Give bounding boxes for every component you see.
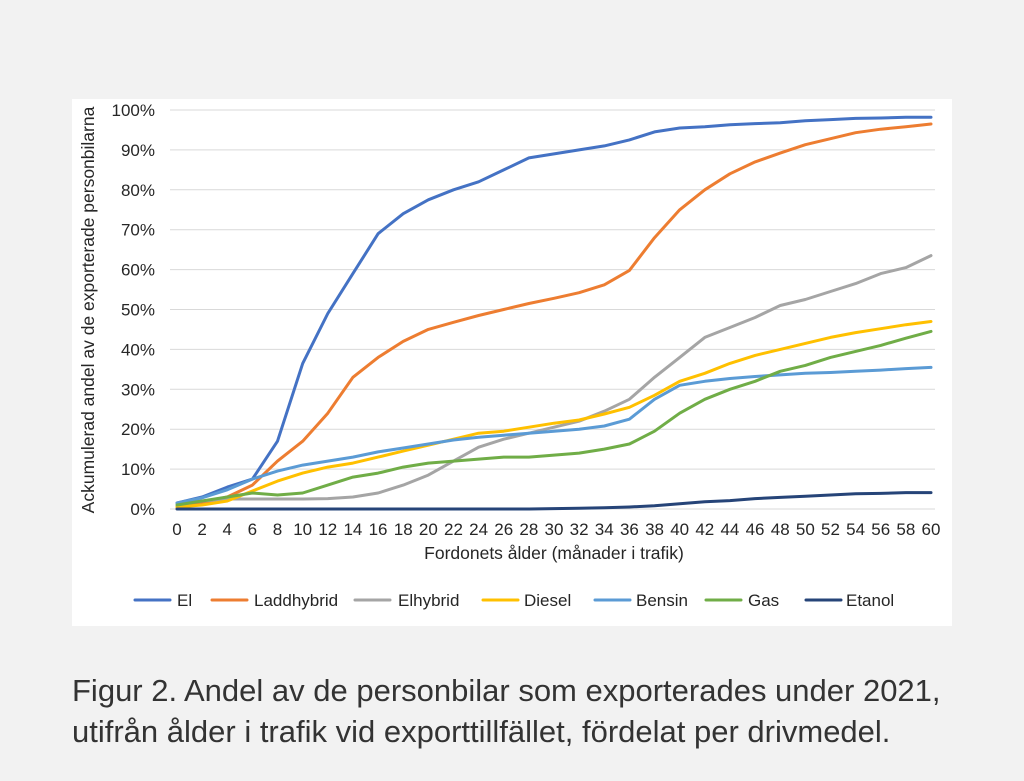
series-line-laddhybrid bbox=[175, 122, 933, 509]
series-line-elhybrid bbox=[175, 254, 933, 505]
x-tick-label: 50 bbox=[796, 520, 815, 539]
x-tick-label: 40 bbox=[670, 520, 689, 539]
x-tick-label: 48 bbox=[771, 520, 790, 539]
x-tick-label: 60 bbox=[922, 520, 941, 539]
legend-item-gas: Gas bbox=[704, 591, 779, 610]
x-tick-label: 46 bbox=[746, 520, 765, 539]
x-tick-label: 32 bbox=[570, 520, 589, 539]
caption-line-2: utifrån ålder i trafik vid exporttillfäl… bbox=[72, 714, 891, 749]
x-tick-label: 56 bbox=[871, 520, 890, 539]
x-tick-label: 4 bbox=[223, 520, 232, 539]
y-tick-label: 30% bbox=[121, 380, 155, 399]
y-tick-label: 100% bbox=[112, 101, 155, 120]
y-tick-label: 80% bbox=[121, 181, 155, 200]
legend-item-etanol: Etanol bbox=[804, 591, 894, 610]
y-tick-label: 50% bbox=[121, 301, 155, 320]
x-tick-label: 28 bbox=[519, 520, 538, 539]
x-tick-label: 52 bbox=[821, 520, 840, 539]
y-tick-label: 40% bbox=[121, 340, 155, 359]
series-line-diesel bbox=[175, 320, 933, 509]
y-tick-label: 10% bbox=[121, 460, 155, 479]
x-axis-tick-labels: 0 2 4 6 8 10 12 14 16 18 20 22 24 26 28 30 32 34 36 38 40 42 4… bbox=[172, 520, 940, 539]
x-tick-label: 10 bbox=[293, 520, 312, 539]
y-axis-title: Ackumulerad andel av de exporterade pers… bbox=[78, 106, 98, 513]
plot-series bbox=[175, 115, 933, 511]
series-line-etanol bbox=[175, 491, 933, 511]
legend-label-el: El bbox=[177, 591, 192, 610]
x-tick-label: 16 bbox=[369, 520, 388, 539]
line-chart: 0%10%20%30%40%50%60%70%80%90%100%0 2 4 6 8 10… bbox=[78, 101, 940, 610]
legend-label-etanol: Etanol bbox=[846, 591, 894, 610]
x-tick-label: 44 bbox=[720, 520, 739, 539]
caption-line-1: Figur 2. Andel av de personbilar som exp… bbox=[72, 673, 941, 708]
x-tick-label: 54 bbox=[846, 520, 865, 539]
figure-caption: Figur 2. Andel av de personbilar som exp… bbox=[72, 670, 1012, 752]
legend-label-diesel: Diesel bbox=[524, 591, 571, 610]
x-tick-label: 22 bbox=[444, 520, 463, 539]
legend-label-bensin: Bensin bbox=[636, 591, 688, 610]
legend-item-laddhybrid: Laddhybrid bbox=[210, 591, 338, 610]
y-tick-label: 0% bbox=[130, 500, 155, 519]
x-tick-label: 38 bbox=[645, 520, 664, 539]
y-tick-label: 70% bbox=[121, 221, 155, 240]
x-tick-label: 30 bbox=[545, 520, 564, 539]
chart-panel: 0% 10% 20% 30% 40% 50% 60% 70% 80% 90% 100% 0 2 4 6 8 10… bbox=[72, 99, 952, 626]
y-tick-label: 60% bbox=[121, 261, 155, 280]
legend-item-diesel: Diesel bbox=[481, 591, 571, 610]
series-line-bensin bbox=[175, 365, 933, 505]
x-tick-label: 20 bbox=[419, 520, 438, 539]
series-line-el bbox=[175, 115, 933, 505]
series-line-gas bbox=[175, 329, 933, 507]
x-tick-label: 18 bbox=[394, 520, 413, 539]
x-tick-label: 58 bbox=[896, 520, 915, 539]
x-tick-label: 26 bbox=[494, 520, 513, 539]
legend-label-elhybrid: Elhybrid bbox=[398, 591, 459, 610]
x-tick-label: 36 bbox=[620, 520, 639, 539]
y-axis-tick-labels: 0% 10% 20% 30% 40% 50% 60% 70% 80% 90% 100% bbox=[112, 101, 155, 519]
x-tick-label: 8 bbox=[273, 520, 282, 539]
x-axis-title: Fordonets ålder (månader i trafik) bbox=[424, 543, 684, 563]
y-axis-title-group: Ackumulerad andel av de exporterade pers… bbox=[78, 106, 98, 513]
x-tick-label: 42 bbox=[695, 520, 714, 539]
x-tick-label: 2 bbox=[197, 520, 206, 539]
x-tick-label: 14 bbox=[343, 520, 362, 539]
x-tick-label: 0 bbox=[172, 520, 181, 539]
legend-item-el: El bbox=[133, 591, 192, 610]
y-tick-label: 90% bbox=[121, 141, 155, 160]
x-tick-label: 12 bbox=[318, 520, 337, 539]
x-tick-label: 6 bbox=[248, 520, 257, 539]
y-tick-label: 20% bbox=[121, 420, 155, 439]
legend-label-laddhybrid: Laddhybrid bbox=[254, 591, 338, 610]
legend-label-gas: Gas bbox=[748, 591, 779, 610]
legend-item-bensin: Bensin bbox=[593, 591, 688, 610]
legend-item-elhybrid: Elhybrid bbox=[353, 591, 459, 610]
legend: El Laddhybrid Elhybrid Diesel Bensin Gas Etano… bbox=[133, 591, 894, 610]
x-tick-label: 24 bbox=[469, 520, 488, 539]
gridlines bbox=[170, 109, 935, 510]
x-tick-label: 34 bbox=[595, 520, 614, 539]
